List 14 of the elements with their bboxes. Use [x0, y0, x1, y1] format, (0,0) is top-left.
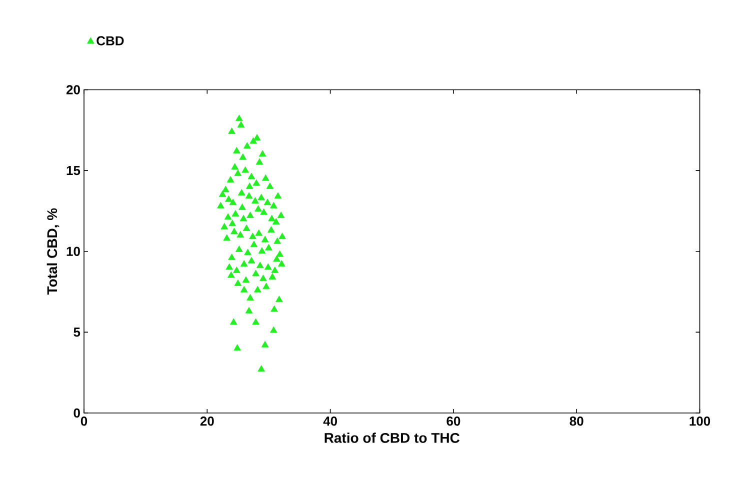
y-tick-label: 20 [66, 85, 80, 94]
x-tick-label: 40 [323, 416, 337, 426]
y-tick-label: 5 [74, 328, 80, 337]
legend-label: CBD [96, 36, 124, 46]
y-tick-label: 15 [66, 166, 80, 176]
x-axis-title: Ratio of CBD to THC [324, 432, 460, 443]
x-tick-label: 60 [446, 416, 460, 426]
x-tick-label: 20 [200, 416, 214, 426]
y-axis-title: Total CBD, % [46, 208, 60, 295]
x-tick-label: 0 [80, 416, 88, 426]
y-tick-label: 10 [66, 246, 80, 256]
x-tick-label: 100 [690, 416, 710, 426]
x-tick-label: 80 [570, 416, 584, 426]
y-tick-label: 0 [74, 408, 80, 418]
